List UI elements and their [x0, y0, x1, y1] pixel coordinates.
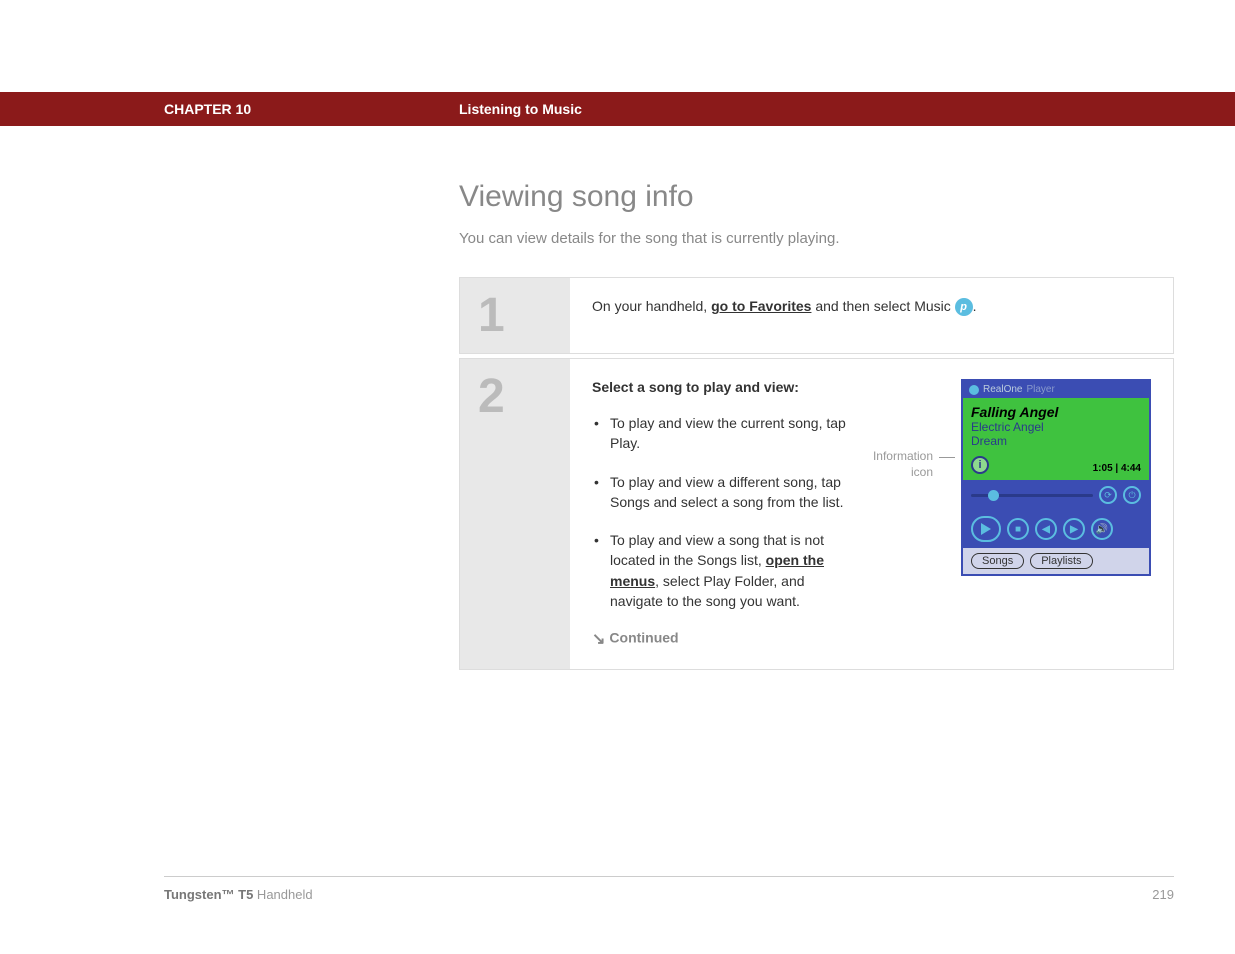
player-logo-icon: [969, 385, 979, 395]
steps-container: 1 On your handheld, go to Favorites and …: [459, 277, 1174, 670]
info-icon[interactable]: i: [971, 456, 989, 474]
player-display: Falling Angel Electric Angel Dream i 1:0…: [963, 398, 1149, 480]
shuffle-icon[interactable]: ⟳: [1099, 486, 1117, 504]
play-button[interactable]: [971, 516, 1001, 542]
continued-arrow-icon: ↘: [592, 629, 605, 649]
play-icon: [981, 523, 991, 535]
continued-label: ↘Continued: [592, 629, 849, 649]
power-icon[interactable]: ⏻: [1123, 486, 1141, 504]
page-intro: You can view details for the song that i…: [459, 230, 1174, 247]
songs-tab[interactable]: Songs: [971, 553, 1024, 569]
playlists-tab[interactable]: Playlists: [1030, 553, 1092, 569]
song-time: 1:05 | 4:44: [1093, 463, 1141, 474]
step-1-body: On your handheld, go to Favorites and th…: [570, 278, 1173, 353]
product-bold: Tungsten™ T5: [164, 887, 253, 902]
step-1-end: .: [973, 298, 977, 314]
slider-thumb[interactable]: [988, 490, 999, 501]
step-1: 1 On your handheld, go to Favorites and …: [459, 277, 1174, 354]
stop-button[interactable]: ■: [1007, 518, 1029, 540]
step-1-pre: On your handheld,: [592, 298, 711, 314]
chapter-title: Listening to Music: [459, 101, 582, 117]
callout-line: [939, 457, 955, 458]
song-title: Falling Angel: [971, 404, 1141, 420]
continued-text: Continued: [609, 630, 678, 646]
realone-player: RealOne Player Falling Angel Electric An…: [961, 379, 1151, 576]
bullet-1: To play and view the current song, tap P…: [592, 413, 849, 454]
song-artist: Electric Angel: [971, 420, 1141, 434]
player-callout: Information icon RealOne Player Falling …: [863, 379, 1151, 649]
prev-button[interactable]: ◀: [1035, 518, 1057, 540]
step-2-text: Select a song to play and view: To play …: [592, 379, 849, 649]
footer: Tungsten™ T5 Handheld 219: [164, 876, 1174, 902]
header: CHAPTER 10 Listening to Music: [164, 92, 1174, 126]
player-controls: ■ ◀ ▶ 🔊: [963, 510, 1149, 548]
step-2-title: Select a song to play and view:: [592, 379, 849, 395]
step-1-post: and then select Music: [811, 298, 954, 314]
product-name: Tungsten™ T5 Handheld: [164, 887, 313, 902]
player-titlebar: RealOne Player: [963, 381, 1149, 398]
bullet-2: To play and view a different song, tap S…: [592, 472, 849, 513]
player-app-name: RealOne: [983, 384, 1022, 395]
step-2: 2 Select a song to play and view: To pla…: [459, 358, 1174, 670]
volume-button[interactable]: 🔊: [1091, 518, 1113, 540]
music-icon: p: [955, 298, 973, 316]
product-rest: Handheld: [253, 887, 312, 902]
step-1-text: On your handheld, go to Favorites and th…: [592, 298, 1151, 333]
player-tabs: Songs Playlists: [963, 548, 1149, 574]
step-2-number: 2: [460, 359, 570, 669]
player-app-suffix: Player: [1026, 384, 1054, 395]
bullet-3: To play and view a song that is not loca…: [592, 530, 849, 611]
step-2-body: Select a song to play and view: To play …: [570, 359, 1173, 669]
callout-label: Information icon: [863, 449, 933, 480]
main-content: Viewing song info You can view details f…: [459, 180, 1174, 674]
step-2-bullets: To play and view the current song, tap P…: [592, 413, 849, 611]
page-heading: Viewing song info: [459, 180, 1174, 214]
player-slider-row: ⟳ ⏻: [963, 480, 1149, 510]
chapter-label: CHAPTER 10: [164, 101, 459, 117]
favorites-link[interactable]: go to Favorites: [711, 298, 811, 314]
song-album: Dream: [971, 434, 1141, 448]
progress-slider[interactable]: [971, 494, 1093, 497]
next-button[interactable]: ▶: [1063, 518, 1085, 540]
step-1-number: 1: [460, 278, 570, 353]
page-number: 219: [1152, 887, 1174, 902]
